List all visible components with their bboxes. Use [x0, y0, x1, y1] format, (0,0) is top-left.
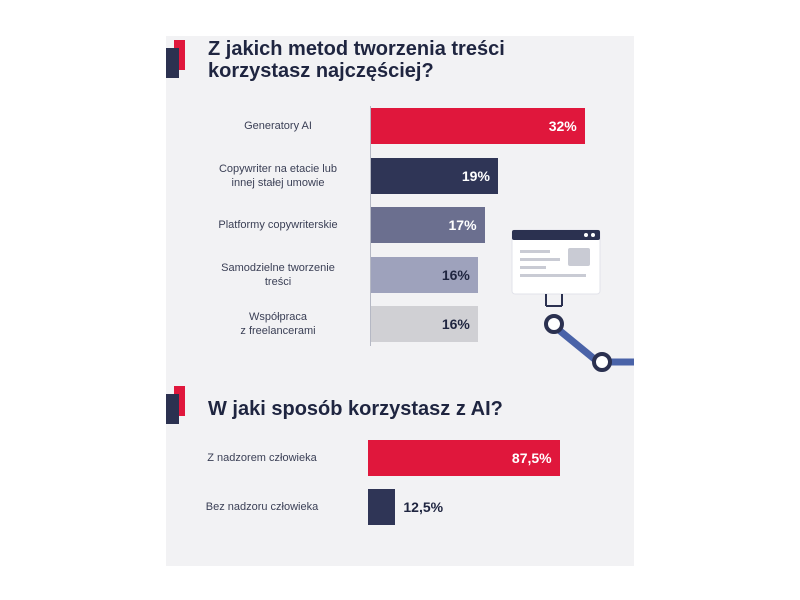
chart-1-title: Z jakich metod tworzenia treści korzysta… [208, 38, 505, 82]
chart-1-value-label: 17% [448, 217, 477, 233]
chart-1-bar [371, 207, 485, 243]
chart-1-category-label: Copywriter na etacie lub innej stałej umo… [218, 162, 337, 189]
plug-icon [545, 294, 563, 307]
chart-2-value-label: 87,5% [511, 450, 552, 466]
browser-titlebar [512, 230, 600, 240]
chart-1-bar [371, 157, 498, 194]
connector-node-2 [592, 352, 612, 372]
chart-1-bar [371, 306, 478, 342]
chart-1-category-label: Platformy copywriterskie [218, 219, 338, 231]
chart-1-axis-line [370, 106, 371, 346]
chart-2-category-label: Z nadzorem człowieka [207, 452, 317, 464]
chart-2-value-label: 12,5% [403, 499, 444, 515]
infographic-card: Z jakich metod tworzenia treści korzysta… [166, 36, 634, 566]
chart-1-bar [371, 108, 585, 144]
chart-1-value-label: 16% [441, 316, 470, 332]
chart-1-category-label: Samodzielne tworzenie treści [221, 261, 335, 288]
chart-2-bar [368, 489, 396, 525]
chart-2-category-label: Bez nadzoru człowieka [205, 501, 319, 513]
chart-1-value-label: 32% [548, 118, 577, 134]
chart-2-title: W jaki sposób korzystasz z AI? [208, 398, 503, 420]
browser-connector-illustration [511, 229, 634, 372]
chart-1-value-label: 16% [441, 266, 470, 283]
chart-1-category-label: Generatory AI [244, 120, 312, 132]
chart-1-value-label: 19% [461, 167, 490, 184]
connector-node-1 [544, 314, 564, 334]
chart-1-bar [371, 256, 478, 293]
chart-2-bar [368, 440, 560, 476]
chart-1-category-label: Współpraca z freelancerami [240, 311, 316, 337]
